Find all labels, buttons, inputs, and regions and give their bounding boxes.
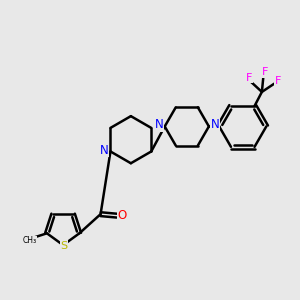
Text: CH₃: CH₃ <box>22 236 37 245</box>
Text: N: N <box>210 118 219 131</box>
Text: F: F <box>275 76 281 86</box>
Text: F: F <box>262 68 268 77</box>
Text: N: N <box>154 118 163 131</box>
Text: O: O <box>117 209 126 222</box>
Text: S: S <box>60 241 67 251</box>
Text: N: N <box>100 143 108 157</box>
Text: F: F <box>246 73 252 83</box>
